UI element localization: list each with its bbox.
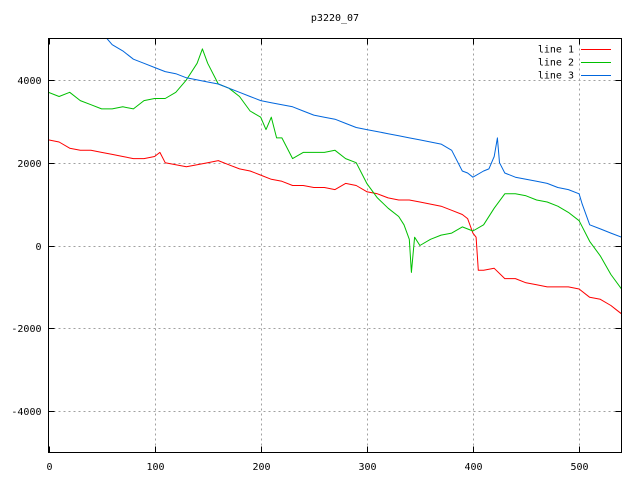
legend-label: line 1: [538, 45, 574, 56]
y-tick-label: 2000: [17, 159, 41, 170]
series-line-1: [48, 139, 622, 315]
x-tick-label: 100: [146, 462, 164, 473]
x-tick-label: 0: [46, 462, 52, 473]
y-tick-label: 0: [35, 242, 41, 253]
legend-label: line 2: [538, 58, 574, 69]
axis-ticks: 0 100 200 300 400 500 -4000 -2000 0 2000 4000: [11, 38, 622, 473]
legend: line 1 line 2 line 3: [538, 45, 611, 82]
grid: [48, 38, 622, 453]
series-line-2: [48, 48, 622, 290]
plot-border: [48, 38, 622, 453]
legend-label: line 3: [538, 71, 574, 82]
chart-title: p3220_07: [311, 13, 359, 24]
y-tick-label: -2000: [11, 324, 41, 335]
x-tick-label: 400: [464, 462, 482, 473]
y-tick-label: 4000: [17, 76, 41, 87]
x-tick-label: 300: [358, 462, 376, 473]
series-layer: [48, 38, 622, 315]
series-line-3: [106, 38, 622, 238]
y-tick-label: -4000: [11, 407, 41, 418]
x-tick-label: 200: [252, 462, 270, 473]
x-tick-label: 500: [570, 462, 588, 473]
